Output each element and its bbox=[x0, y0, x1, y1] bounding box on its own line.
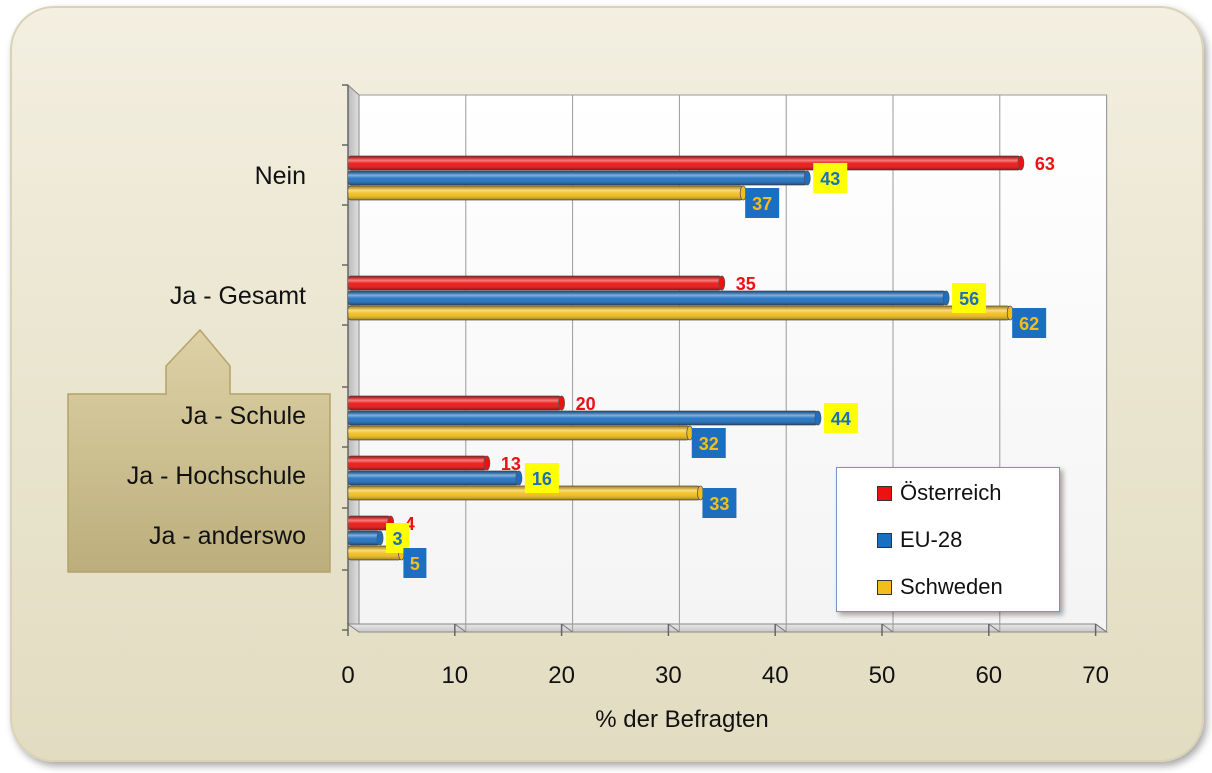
bar-shine bbox=[348, 396, 562, 410]
value-label: 56 bbox=[959, 289, 979, 309]
gridline-floor bbox=[668, 623, 680, 633]
value-label-box bbox=[691, 428, 726, 458]
bar-cap bbox=[558, 395, 565, 411]
value-label: 44 bbox=[831, 409, 851, 429]
bar-shine bbox=[348, 306, 1011, 320]
x-tick-label: 0 bbox=[341, 662, 354, 689]
bar-3-2 bbox=[347, 485, 704, 501]
x-tick-label: 50 bbox=[869, 662, 896, 689]
value-label: 35 bbox=[736, 274, 756, 294]
bar-shine bbox=[348, 456, 487, 470]
bar-shine bbox=[348, 471, 519, 485]
gridline-floor bbox=[774, 623, 787, 633]
legend-item: EU-28 bbox=[877, 527, 962, 553]
bar-cap bbox=[942, 290, 950, 306]
category-label: Nein bbox=[254, 162, 306, 190]
bar-1-0 bbox=[347, 275, 726, 291]
x-tick-label: 20 bbox=[548, 662, 575, 689]
bar-shine bbox=[348, 426, 690, 440]
legend-item: Schweden bbox=[877, 574, 1003, 600]
value-label: 33 bbox=[709, 494, 729, 514]
bar-cap bbox=[1017, 155, 1025, 171]
category-label: Ja - Hochschule bbox=[126, 462, 306, 490]
value-label-box bbox=[403, 548, 427, 578]
bar-2-0 bbox=[347, 395, 565, 411]
value-label: 4 bbox=[405, 514, 415, 534]
legend-swatch bbox=[877, 532, 892, 548]
gridline-floor bbox=[454, 623, 467, 633]
bar-shine bbox=[348, 516, 391, 530]
bar-shine bbox=[348, 411, 818, 425]
gridline-floor bbox=[881, 623, 894, 633]
bar-0-1 bbox=[347, 170, 811, 186]
value-label: 63 bbox=[1035, 154, 1055, 174]
bar-4-1 bbox=[347, 530, 384, 546]
category-label: Ja - Schule bbox=[180, 402, 306, 430]
bar-cap bbox=[718, 275, 726, 291]
bar-shine bbox=[348, 276, 722, 290]
x-tick-label: 30 bbox=[655, 662, 682, 689]
bar-shine bbox=[348, 156, 1021, 170]
value-label-box bbox=[702, 488, 737, 518]
value-label-box bbox=[813, 163, 848, 193]
bar-2-1 bbox=[347, 410, 822, 426]
bar-cap bbox=[376, 530, 384, 546]
bar-3-0 bbox=[347, 455, 491, 471]
value-label: 43 bbox=[820, 169, 840, 189]
value-label-box bbox=[386, 523, 410, 553]
value-label-box bbox=[823, 403, 858, 433]
bar-0-2 bbox=[347, 185, 747, 201]
bar-shine bbox=[348, 531, 381, 545]
gridline-floor bbox=[988, 623, 1001, 633]
x-tick-label: 70 bbox=[1082, 662, 1109, 689]
x-tick-label: 40 bbox=[762, 662, 789, 689]
legend-label: EU-28 bbox=[900, 527, 963, 552]
legend-label: Österreich bbox=[900, 480, 1002, 505]
legend-item: Österreich bbox=[877, 480, 1001, 506]
legend: Österreich EU-28 Schweden bbox=[836, 467, 1060, 612]
x-tick-label: 10 bbox=[441, 662, 468, 689]
legend-label: Schweden bbox=[900, 574, 1003, 599]
legend-swatch bbox=[877, 485, 892, 501]
value-label-box bbox=[1012, 308, 1047, 338]
bar-shine bbox=[348, 171, 808, 185]
legend-swatch bbox=[877, 579, 892, 595]
plot-floor bbox=[346, 623, 1109, 633]
bar-cap bbox=[814, 410, 822, 426]
category-callout-shape bbox=[67, 328, 331, 573]
value-label: 13 bbox=[501, 454, 521, 474]
value-label: 62 bbox=[1019, 314, 1039, 334]
value-label: 3 bbox=[393, 529, 403, 549]
bar-1-1 bbox=[347, 290, 950, 306]
bar-cap bbox=[483, 455, 491, 471]
gridline-floor bbox=[561, 623, 573, 633]
value-label: 5 bbox=[410, 554, 420, 574]
bar-2-2 bbox=[347, 425, 694, 441]
bar-1-2 bbox=[347, 305, 1014, 321]
value-label: 16 bbox=[532, 469, 552, 489]
bar-shine bbox=[348, 186, 744, 200]
value-label: 32 bbox=[699, 434, 719, 454]
x-tick-label: 60 bbox=[975, 662, 1002, 689]
value-label-box bbox=[952, 283, 987, 313]
value-label-box bbox=[524, 463, 559, 493]
bar-shine bbox=[348, 486, 701, 500]
x-axis-title: % der Befragten bbox=[595, 706, 768, 733]
bar-shine bbox=[348, 291, 947, 305]
category-label: Ja - Gesamt bbox=[169, 282, 306, 310]
value-label: 20 bbox=[576, 394, 596, 414]
bar-3-1 bbox=[347, 470, 523, 486]
value-label-box bbox=[745, 188, 780, 218]
category-label: Ja - anderswo bbox=[148, 522, 306, 550]
gridline-floor bbox=[1095, 623, 1107, 633]
bar-cap bbox=[803, 170, 811, 186]
value-label: 37 bbox=[752, 194, 772, 214]
bar-0-0 bbox=[347, 155, 1025, 171]
bar-cap bbox=[515, 470, 523, 486]
